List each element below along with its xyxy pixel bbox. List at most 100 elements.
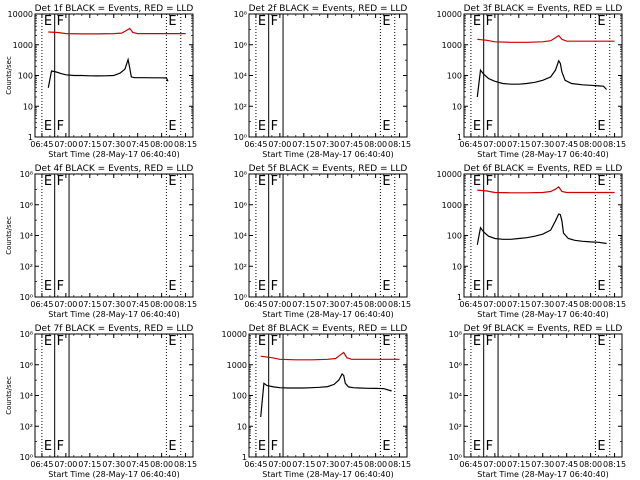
x-tick-label: 08:00 xyxy=(364,300,387,309)
x-tick-label: 07:00 xyxy=(54,460,77,469)
marker-label-top: F xyxy=(57,14,64,29)
x-tick-label: 07:15 xyxy=(78,460,101,469)
y-tick-label: 10⁴ xyxy=(234,232,247,241)
marker-label-top: F xyxy=(57,174,64,189)
y-tick-label: 10⁸ xyxy=(449,330,462,339)
marker-label: E xyxy=(382,279,390,294)
events-series-line xyxy=(476,213,607,245)
x-tick-label: 06:45 xyxy=(30,460,53,469)
y-tick-label: 100 xyxy=(447,232,462,241)
marker-label: E xyxy=(382,439,390,454)
y-tick-label: 1 xyxy=(242,453,247,462)
x-axis-label: Start Time (28-May-17 06:40:40) xyxy=(262,310,393,319)
y-tick-label: 1000 xyxy=(227,361,247,370)
marker-label-top: F xyxy=(486,174,493,189)
x-tick-label: 08:00 xyxy=(150,460,173,469)
y-tick-label: 10⁴ xyxy=(20,392,33,401)
x-tick-label: 07:00 xyxy=(54,140,77,149)
x-tick-label: 08:00 xyxy=(579,460,602,469)
marker-label-top: E xyxy=(382,14,390,29)
x-axis-label: Start Time (28-May-17 06:40:40) xyxy=(477,470,608,479)
x-tick-label: 06:45 xyxy=(244,300,267,309)
x-tick-label: 07:45 xyxy=(555,140,578,149)
x-tick-label: 06:45 xyxy=(244,140,267,149)
y-tick-label: 10 xyxy=(452,102,462,111)
y-tick-label: 10⁶ xyxy=(234,201,247,210)
lld-series-line xyxy=(477,34,615,43)
x-tick-label: 07:00 xyxy=(268,460,291,469)
y-tick-label: 10⁴ xyxy=(449,392,462,401)
panel-title: Det 3f BLACK = Events, RED = LLD xyxy=(464,4,623,14)
y-axis-label: Counts/sec xyxy=(5,376,13,415)
y-tick-label: 10⁴ xyxy=(20,232,33,241)
y-tick-label: 1 xyxy=(28,133,33,142)
y-tick-label: 10000 xyxy=(437,170,462,179)
marker-label: E xyxy=(258,119,266,134)
x-tick-label: 07:00 xyxy=(268,140,291,149)
y-tick-label: 10⁸ xyxy=(20,330,33,339)
panel-title: Det 5f BLACK = Events, RED = LLD xyxy=(249,164,408,174)
x-tick-label: 08:15 xyxy=(603,140,626,149)
y-tick-label: 10 xyxy=(23,102,33,111)
detector-panel-7: Det 7f BLACK = Events, RED = LLD 10⁰ 10² 10… xyxy=(5,324,197,479)
marker-label-top: E xyxy=(382,174,390,189)
x-tick-label: 07:30 xyxy=(316,140,339,149)
y-tick-label: 10⁶ xyxy=(234,41,247,50)
marker-label: F xyxy=(57,119,64,134)
marker-label-top: E xyxy=(473,174,481,189)
marker-label: E xyxy=(473,119,481,134)
marker-label: E xyxy=(44,119,52,134)
x-tick-label: 08:15 xyxy=(388,140,411,149)
lld-series-line xyxy=(477,186,615,194)
x-tick-label: 08:00 xyxy=(364,460,387,469)
marker-label-top: E xyxy=(44,334,52,349)
panel-title: Det 1f BLACK = Events, RED = LLD xyxy=(35,4,194,14)
y-tick-label: 10000 xyxy=(8,10,33,19)
x-tick-label: 06:45 xyxy=(30,300,53,309)
y-tick-label: 1000 xyxy=(442,201,462,210)
detector-panel-4: Det 4f BLACK = Events, RED = LLD 10⁰ 10² 10… xyxy=(5,164,197,319)
x-tick-label: 07:30 xyxy=(102,140,125,149)
detector-panel-8: Det 8f BLACK = Events, RED = LLD 1 10 100 10… xyxy=(222,324,412,479)
x-tick-label: 08:15 xyxy=(388,460,411,469)
marker-label-top: F xyxy=(486,334,493,349)
marker-label-top: F xyxy=(271,14,278,29)
y-tick-label: 1 xyxy=(457,133,462,142)
x-tick-label: 07:45 xyxy=(340,300,363,309)
x-tick-label: 07:00 xyxy=(54,300,77,309)
x-tick-label: 06:45 xyxy=(459,140,482,149)
marker-label-top: F xyxy=(57,334,64,349)
y-tick-label: 1000 xyxy=(13,41,33,50)
marker-label: E xyxy=(44,439,52,454)
y-tick-label: 10² xyxy=(449,422,462,431)
x-tick-label: 07:30 xyxy=(102,300,125,309)
marker-label-top: E xyxy=(258,334,266,349)
marker-label-top: E xyxy=(473,334,481,349)
marker-label-top: E xyxy=(597,14,605,29)
marker-label-top: E xyxy=(597,334,605,349)
x-tick-label: 07:30 xyxy=(531,460,554,469)
y-tick-label: 10² xyxy=(20,262,33,271)
y-tick-label: 100 xyxy=(18,72,33,81)
marker-label-top: E xyxy=(473,14,481,29)
y-tick-label: 10² xyxy=(234,262,247,271)
marker-label: E xyxy=(168,279,176,294)
detector-panel-1: Det 1f BLACK = Events, RED = LLD 1 10 100 10… xyxy=(5,4,197,159)
marker-label-top: E xyxy=(44,14,52,29)
panel-title: Det 2f BLACK = Events, RED = LLD xyxy=(249,4,408,14)
marker-label: F xyxy=(57,279,64,294)
x-tick-label: 07:30 xyxy=(316,300,339,309)
marker-label: F xyxy=(271,439,278,454)
marker-label: E xyxy=(597,119,605,134)
panel-title: Det 7f BLACK = Events, RED = LLD xyxy=(35,324,194,334)
y-tick-label: 10⁰ xyxy=(449,453,462,462)
panel-title: Det 6f BLACK = Events, RED = LLD xyxy=(464,164,623,174)
marker-label-top: E xyxy=(168,334,176,349)
marker-label: E xyxy=(597,279,605,294)
y-tick-label: 10⁰ xyxy=(234,293,247,302)
x-axis-label: Start Time (28-May-17 06:40:40) xyxy=(477,150,608,159)
y-tick-label: 10⁰ xyxy=(234,133,247,142)
x-tick-label: 08:15 xyxy=(174,140,197,149)
marker-label-top: E xyxy=(44,174,52,189)
y-tick-label: 10 xyxy=(452,262,462,271)
